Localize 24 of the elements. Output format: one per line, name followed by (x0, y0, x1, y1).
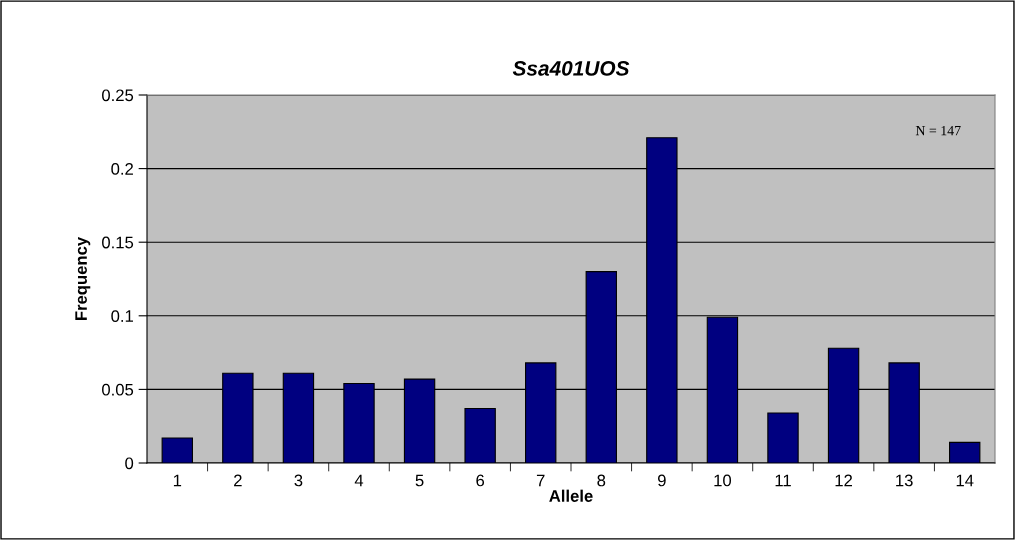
x-tick-label: 7 (536, 474, 545, 487)
x-tick-label: 4 (354, 474, 364, 487)
y-tick-label: 0.25 (102, 89, 134, 102)
x-tick-label: 13 (896, 474, 913, 487)
x-axis-title: Allele (549, 489, 593, 502)
y-tick-label: 0.2 (111, 163, 133, 175)
x-tick-label: 2 (234, 474, 242, 487)
x-tick-label: 3 (294, 474, 303, 487)
x-tick-label: 5 (415, 474, 424, 487)
annotation: N = 147 (915, 125, 961, 136)
x-tick-label: 8 (597, 474, 606, 487)
chart-title: Ssa401UOS (512, 61, 630, 76)
y-tick-label: 0.15 (102, 236, 134, 249)
x-tick-label: 1 (173, 474, 182, 487)
x-tick-label: 6 (476, 474, 485, 487)
x-tick-label: 10 (714, 474, 732, 487)
x-tick-label: 12 (835, 474, 852, 487)
x-tick-label: 11 (775, 474, 791, 487)
x-tick-label: 9 (658, 474, 666, 487)
y-axis-title: Frequency (75, 236, 91, 321)
x-tick-label: 14 (956, 474, 974, 487)
y-tick-label: 0.1 (111, 310, 133, 322)
y-tick-label: 0.05 (102, 383, 134, 396)
y-tick-label: 0 (125, 457, 134, 470)
